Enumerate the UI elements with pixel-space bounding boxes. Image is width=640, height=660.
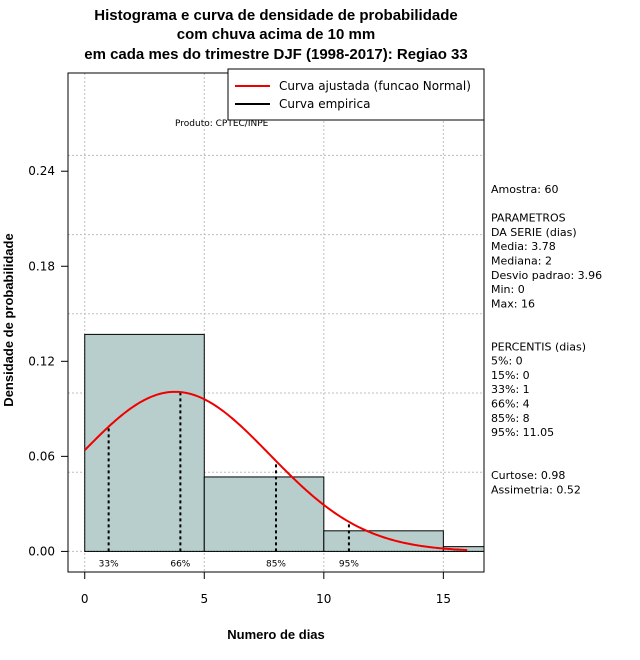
- stat-line-17: 95%: 11.05: [491, 426, 554, 439]
- histogram-bar-1: [203, 476, 325, 552]
- stat-line-13: 15%: 0: [491, 369, 530, 382]
- normal-density-curve: [84, 390, 468, 552]
- x-axis: 0 5 10 15: [81, 571, 451, 606]
- x-tick-label-0: 0: [81, 592, 89, 606]
- stat-line-20: Curtose: 0.98: [491, 469, 565, 482]
- y-axis: 0.00 0.06 0.12 0.18 0.24: [28, 164, 69, 558]
- x-axis-label: Numero de dias: [227, 627, 325, 642]
- percentile-labels: 33% 66% 85% 95%: [99, 559, 360, 569]
- histogram-bar-2: [323, 530, 444, 552]
- histogram-bars: [84, 333, 485, 552]
- chart-title-line-3: em cada mes do trimestre DJF (1998-2017)…: [84, 46, 468, 63]
- stat-line-0: Amostra: 60: [491, 183, 558, 196]
- percentile-label-2: 85%: [266, 559, 286, 569]
- x-tick-label-3: 15: [436, 592, 451, 606]
- stat-line-4: Media: 3.78: [491, 240, 556, 253]
- stat-line-7: Min: 0: [491, 283, 525, 296]
- histogram-bar-0: [84, 333, 205, 552]
- x-tick-label-1: 5: [200, 592, 208, 606]
- percentile-label-3: 95%: [339, 559, 359, 569]
- stat-line-3: DA SERIE (dias): [491, 226, 577, 239]
- percentile-markers: [107, 392, 350, 552]
- stat-line-6: Desvio padrao: 3.96: [491, 269, 602, 282]
- stat-line-5: Mediana: 2: [491, 255, 552, 268]
- y-tick-label-0: 0.00: [28, 544, 55, 558]
- legend-label-fitted-curve: Curva ajustada (funcao Normal): [279, 79, 471, 93]
- stat-line-21: Assimetria: 0.52: [491, 483, 581, 496]
- percentile-label-1: 66%: [170, 559, 190, 569]
- stat-line-16: 85%: 8: [491, 412, 530, 425]
- y-tick-label-3: 0.18: [28, 259, 55, 273]
- stat-line-15: 66%: 4: [491, 398, 530, 411]
- y-tick-label-2: 0.12: [28, 354, 55, 368]
- legend: Curva ajustada (funcao Normal) Curva emp…: [227, 68, 485, 121]
- stat-line-14: 33%: 1: [491, 383, 530, 396]
- chart-title-line-2: com chuva acima de 10 mm: [177, 26, 375, 43]
- product-credit: Produto: CPTEC/INPE: [175, 119, 269, 129]
- stat-line-8: Max: 16: [491, 297, 535, 310]
- y-tick-label-4: 0.24: [28, 164, 55, 178]
- legend-label-empirical-curve: Curva empirica: [279, 97, 370, 111]
- stat-line-12: 5%: 0: [491, 355, 523, 368]
- stat-line-2: PARAMETROS: [491, 212, 566, 225]
- x-tick-label-2: 10: [316, 592, 331, 606]
- percentile-label-0: 33%: [99, 559, 119, 569]
- y-axis-label: Densidade de probabilidade: [1, 233, 16, 406]
- legend-box: [227, 68, 485, 121]
- stat-line-11: PERCENTIS (dias): [491, 340, 586, 353]
- chart-title: Histograma e curva de densidade de proba…: [84, 7, 468, 63]
- y-tick-label-1: 0.06: [28, 449, 55, 463]
- chart-title-line-1: Histograma e curva de densidade de proba…: [94, 7, 457, 24]
